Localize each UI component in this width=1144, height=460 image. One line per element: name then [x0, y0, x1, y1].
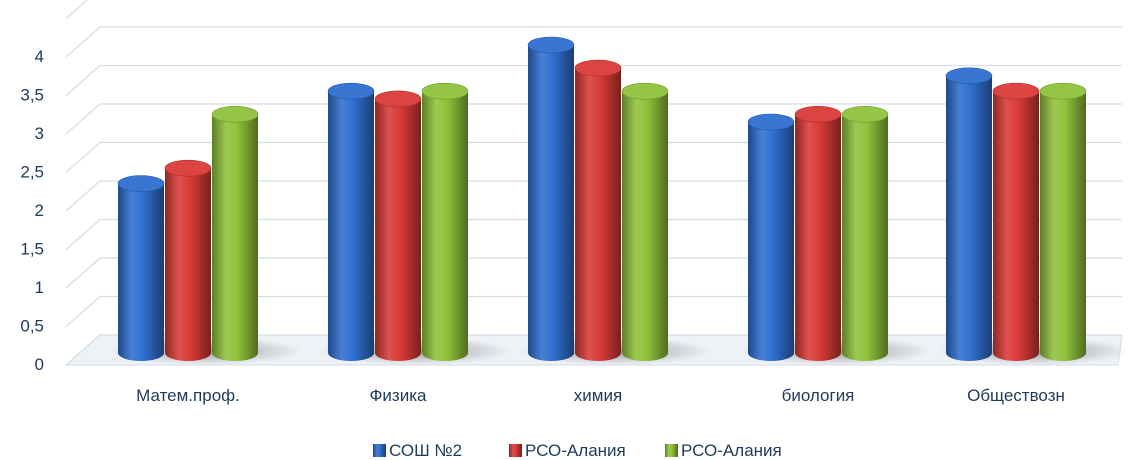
gridline — [65, 103, 1122, 135]
bar-top-cap — [421, 82, 469, 100]
bar-top-cap — [794, 106, 842, 123]
legend-swatch — [509, 444, 522, 457]
bar-body — [328, 91, 374, 361]
gridline — [65, 0, 88, 19]
legend: СОШ №2 РСО-Алания РСО-Алания — [373, 441, 782, 460]
bar-body — [212, 114, 258, 361]
bar — [1039, 82, 1087, 361]
bar-body — [118, 183, 164, 361]
bar-top-cap — [327, 82, 375, 100]
legend-item: РСО-Алания — [509, 441, 626, 460]
legend-item: СОШ №2 — [373, 441, 462, 460]
gridline — [65, 26, 1122, 58]
bar-top-cap — [747, 113, 795, 131]
bar — [211, 106, 259, 361]
bar-body — [1040, 91, 1086, 361]
bar-body — [422, 91, 468, 361]
legend-label: РСО-Алания — [525, 441, 626, 460]
y-tick-label: 1 — [35, 278, 44, 297]
x-category-label: химия — [574, 386, 622, 405]
bar-top-cap — [992, 82, 1040, 100]
bar-top-cap — [527, 36, 575, 54]
bar-top-cap — [164, 159, 212, 177]
bar-body — [622, 91, 668, 361]
x-category-label: Обществозн — [967, 386, 1065, 405]
y-tick-label: 0,5 — [20, 317, 44, 336]
bar — [945, 67, 993, 362]
legend-item: РСО-Алания — [665, 441, 782, 460]
bar — [527, 36, 575, 361]
legend-label: РСО-Алания — [681, 441, 782, 460]
bar-top-cap — [841, 106, 889, 123]
bar-body — [528, 45, 574, 361]
bar — [117, 175, 165, 361]
y-tick-label: 3 — [35, 124, 44, 143]
y-tick-label: 2 — [35, 201, 44, 220]
y-tick-label: 3,5 — [20, 86, 44, 105]
y-tick-label: 0 — [35, 355, 44, 374]
bar-top-cap — [1039, 82, 1087, 100]
bar-body — [375, 98, 421, 362]
gridline — [65, 64, 1122, 96]
bar-body — [795, 114, 841, 361]
bar-body — [993, 91, 1039, 361]
bar — [374, 90, 422, 362]
bar — [327, 82, 375, 361]
bar-top-cap — [574, 59, 622, 77]
bar — [574, 59, 622, 361]
bars — [110, 36, 1130, 365]
bar — [841, 106, 889, 361]
bar — [747, 113, 795, 361]
bar-top-cap — [621, 82, 669, 100]
legend-swatch — [373, 444, 386, 457]
y-tick-label: 4 — [35, 47, 44, 66]
bar — [992, 82, 1040, 361]
x-category-label: Матем.проф. — [136, 386, 240, 405]
bar-top-cap — [945, 67, 993, 85]
bar — [621, 82, 669, 361]
bar-body — [748, 122, 794, 361]
bar — [421, 82, 469, 361]
x-category-label: биология — [782, 386, 855, 405]
bar — [164, 159, 212, 361]
legend-label: СОШ №2 — [389, 441, 462, 460]
x-category-label: Физика — [370, 386, 428, 405]
bar-body — [842, 114, 888, 361]
legend-swatch — [665, 444, 678, 457]
bar-top-cap — [117, 175, 165, 192]
bar-body — [165, 168, 211, 361]
y-axis-ticks: 0 0,5 1 1,5 2 2,5 3 3,5 4 — [20, 47, 44, 374]
bar-body — [946, 75, 992, 362]
bar-top-cap — [211, 106, 259, 123]
bar-top-cap — [374, 90, 422, 108]
y-tick-label: 1,5 — [20, 240, 44, 259]
x-axis-labels: Матем.проф. Физика химия биология Обществозн — [136, 386, 1065, 405]
bar — [794, 106, 842, 361]
y-tick-label: 2,5 — [20, 163, 44, 182]
bar-body — [575, 68, 621, 361]
